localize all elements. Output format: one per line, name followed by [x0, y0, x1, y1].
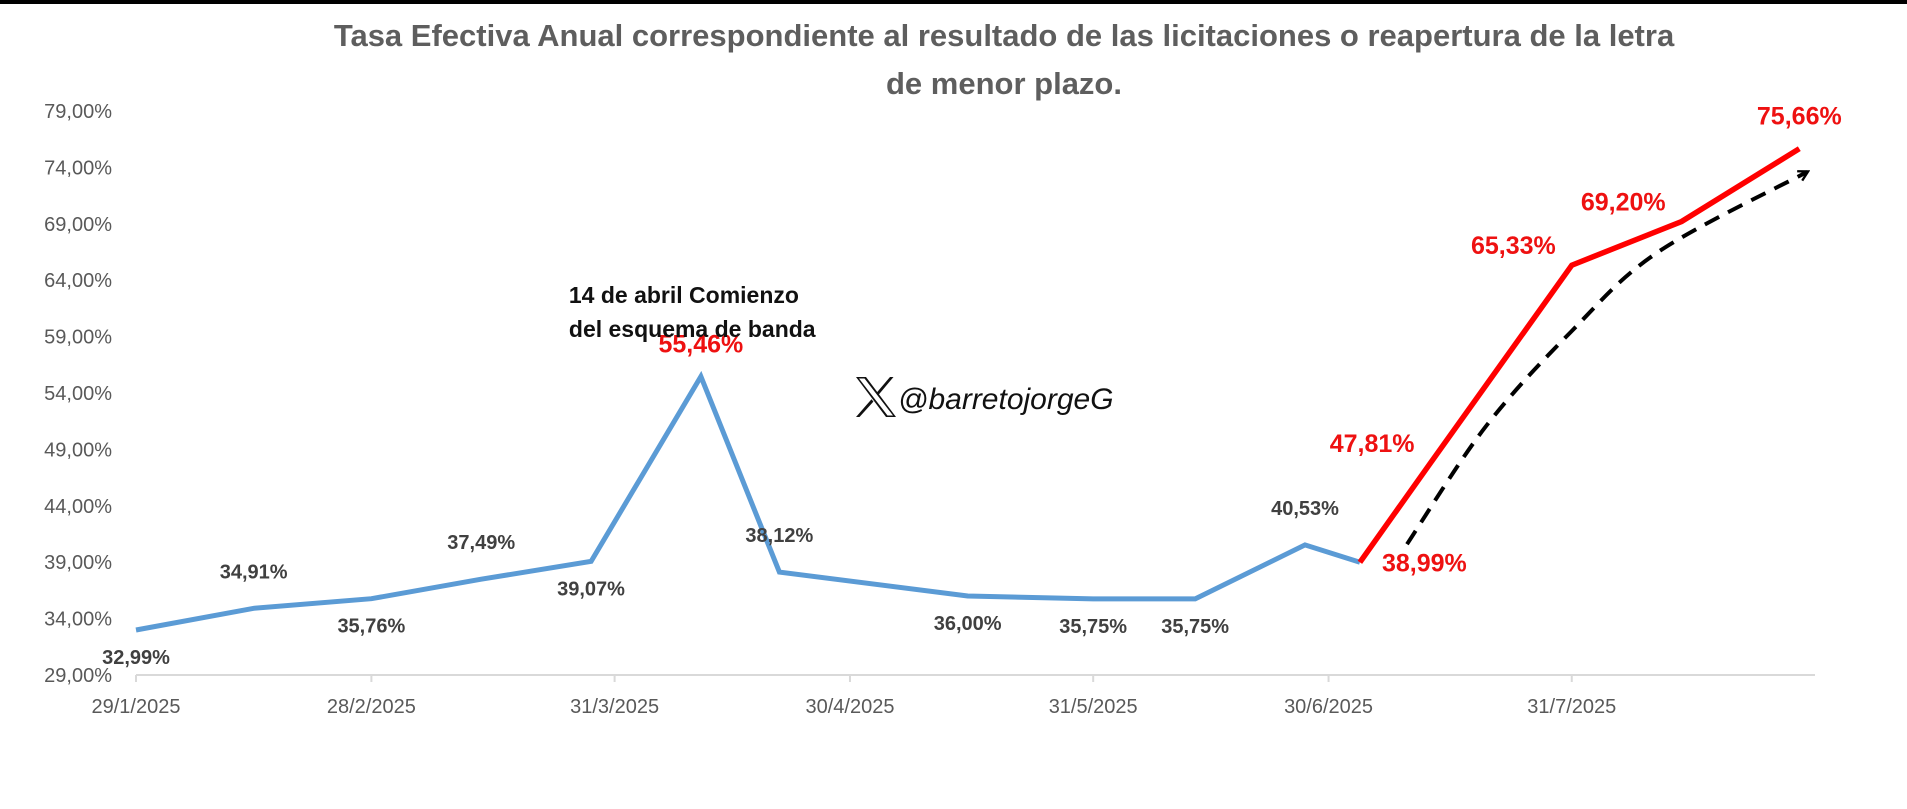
data-label: 38,99% — [1382, 549, 1467, 577]
x-tick-label: 30/4/2025 — [805, 696, 894, 718]
x-tick-label: 31/5/2025 — [1049, 696, 1138, 718]
x-tick-label: 31/7/2025 — [1527, 696, 1616, 718]
y-tick-label: 79,00% — [44, 101, 112, 123]
data-label: 35,75% — [1161, 616, 1229, 638]
y-tick-label: 54,00% — [44, 383, 112, 405]
data-labels: 32,99% 34,91% 35,76% 37,49% 39,07% 55,46% 38,1… — [102, 103, 1842, 669]
y-tick-label: 34,00% — [44, 609, 112, 631]
data-label: 40,53% — [1271, 498, 1339, 520]
y-tick-label: 49,00% — [44, 439, 112, 461]
y-axis: 29,00% 34,00% 39,00% 44,00% 49,00% 54,00% 59,0… — [44, 101, 112, 687]
data-label: 39,07% — [557, 578, 625, 600]
annotation-line: 14 de abril Comienzo — [569, 282, 799, 308]
x-tick-label: 30/6/2025 — [1284, 696, 1373, 718]
annotation: 14 de abril Comienzo del esquema de banda — [569, 282, 816, 342]
x-logo-icon — [856, 377, 896, 417]
y-tick-label: 29,00% — [44, 665, 112, 687]
series-line-1 — [1357, 146, 1801, 564]
x-tick-label: 31/3/2025 — [570, 696, 659, 718]
trend-arrow — [1405, 172, 1807, 546]
chart-title-line: de menor plazo. — [886, 66, 1122, 101]
data-label: 38,12% — [745, 525, 813, 547]
x-tick-label: 28/2/2025 — [327, 696, 416, 718]
data-label: 55,46% — [658, 331, 743, 359]
trend-arrow-group — [1405, 172, 1807, 546]
chart-title: Tasa Efectiva Anual correspondiente al r… — [334, 18, 1675, 101]
watermark-handle: @barretojorgeG — [898, 383, 1114, 416]
data-label: 65,33% — [1471, 232, 1556, 260]
chart-title-line: Tasa Efectiva Anual correspondiente al r… — [334, 18, 1675, 53]
data-label: 69,20% — [1581, 189, 1666, 217]
watermark: @barretojorgeG — [856, 377, 1114, 417]
y-tick-label: 64,00% — [44, 270, 112, 292]
data-label: 47,81% — [1330, 430, 1415, 458]
y-tick-label: 59,00% — [44, 327, 112, 349]
data-label: 34,91% — [220, 561, 288, 583]
data-label: 35,75% — [1059, 616, 1127, 638]
y-tick-label: 69,00% — [44, 214, 112, 236]
data-label: 37,49% — [447, 532, 515, 554]
data-label: 75,66% — [1757, 103, 1842, 131]
series-lines — [135, 146, 1801, 633]
y-tick-label: 74,00% — [44, 157, 112, 179]
annotation-line: del esquema de banda — [569, 316, 816, 342]
y-tick-label: 39,00% — [44, 552, 112, 574]
x-tick-label: 29/1/2025 — [92, 696, 181, 718]
data-label: 36,00% — [934, 613, 1002, 635]
y-tick-label: 44,00% — [44, 496, 112, 518]
x-axis: 29/1/2025 28/2/2025 31/3/2025 30/4/2025 31/5… — [92, 674, 1815, 718]
top-border-rule — [0, 0, 1907, 4]
data-label: 35,76% — [337, 616, 405, 638]
data-label: 32,99% — [102, 647, 170, 669]
series-line-0 — [135, 370, 1361, 633]
